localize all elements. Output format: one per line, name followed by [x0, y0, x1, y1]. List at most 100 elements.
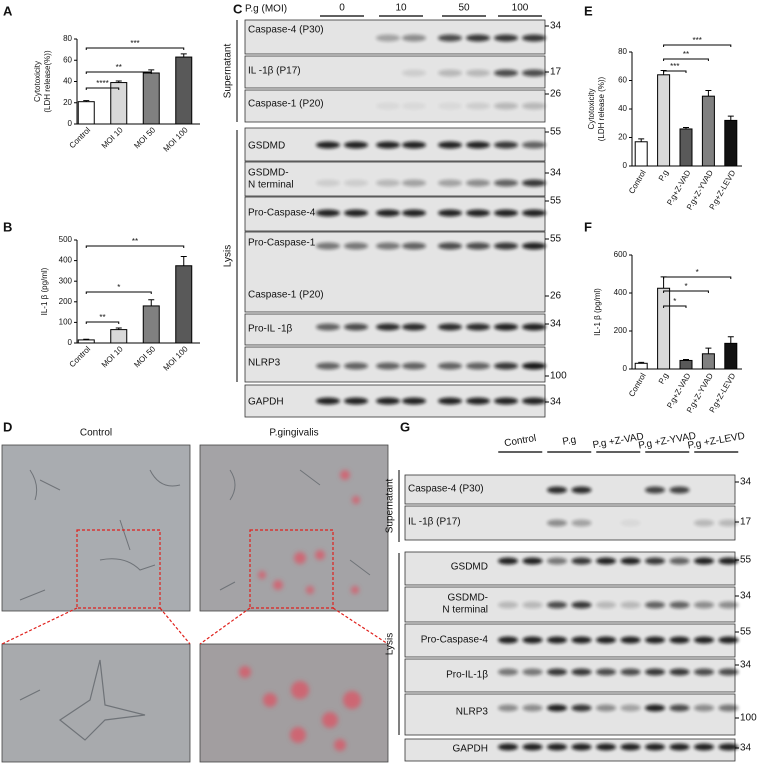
bar [634, 362, 648, 370]
bar [175, 56, 193, 125]
band [376, 209, 400, 217]
panel-label: C [233, 1, 243, 16]
band [596, 601, 616, 609]
error-bar [638, 361, 645, 364]
lane-group-label: 0 [339, 3, 345, 14]
band [376, 397, 400, 405]
band [547, 519, 567, 527]
band [547, 486, 567, 494]
band [669, 486, 690, 494]
y-tick-label: 400 [614, 288, 628, 297]
band [494, 209, 518, 217]
row-label: Pro-IL-1β [446, 670, 488, 681]
y-axis-label: IL-1 β (pg/ml) [593, 288, 602, 336]
band [694, 668, 714, 676]
significance-bracket [85, 245, 185, 248]
band [402, 34, 426, 42]
panel-label: B [3, 219, 12, 234]
row-label: Caspase-1 (P20) [248, 290, 324, 301]
zoom-box [1, 529, 389, 645]
row-label: NLRP3 [456, 707, 489, 718]
row-label: Caspase-4 (P30) [408, 484, 484, 495]
size-marker: 55 [740, 555, 752, 566]
band [466, 34, 490, 42]
band [694, 636, 714, 644]
row-label: NLRP3 [248, 358, 281, 369]
y-tick-label: 0 [68, 338, 73, 347]
band [620, 636, 641, 644]
band [620, 601, 641, 609]
band [376, 34, 400, 42]
band [466, 141, 490, 149]
band [694, 743, 714, 751]
panel-label: F [584, 219, 592, 234]
significance-label: *** [130, 39, 139, 48]
significance-label: ** [116, 63, 122, 72]
y-tick-label: 60 [63, 55, 72, 64]
significance-bracket [85, 47, 185, 50]
significance-label: * [696, 268, 699, 277]
error-bar [638, 138, 645, 142]
lane-group-label: P.g +Z-LEVD [687, 431, 746, 452]
panel-label: D [3, 419, 12, 434]
x-tick-label: Control [627, 371, 648, 398]
band [376, 179, 400, 187]
error-bar [727, 115, 734, 121]
band [669, 601, 690, 609]
lane-group-label: 100 [512, 3, 529, 14]
band [620, 557, 641, 565]
band [466, 242, 490, 250]
micrograph-zoom [1, 643, 191, 763]
significance-label: *** [670, 62, 679, 71]
significance-bracket [85, 71, 152, 74]
band [316, 362, 340, 370]
band [316, 323, 340, 331]
y-tick-label: 80 [618, 47, 627, 56]
blot-strip [404, 551, 736, 586]
band [402, 141, 426, 149]
band [645, 557, 665, 565]
y-axis-label: Cytotoxicity [587, 89, 596, 130]
y-tick-label: 0 [623, 161, 628, 170]
band [522, 636, 543, 644]
significance-bracket [85, 291, 152, 294]
band [438, 242, 462, 250]
bar [701, 353, 715, 370]
band [522, 34, 546, 42]
row-label: IL -1β (P17) [408, 517, 461, 528]
band [316, 141, 340, 149]
band [494, 69, 518, 77]
band [498, 601, 518, 609]
band [571, 519, 592, 527]
significance-bracket [663, 58, 709, 61]
band [522, 179, 546, 187]
bar [724, 119, 738, 167]
band [620, 704, 641, 712]
section-label: Lysis [223, 245, 234, 267]
band [645, 668, 665, 676]
y-axis-label: Cytotoxicity [33, 61, 42, 102]
size-marker: 17 [550, 67, 562, 78]
band [547, 601, 567, 609]
band [344, 397, 368, 405]
band [402, 209, 426, 217]
y-tick-label: 500 [59, 235, 73, 244]
bar [175, 265, 193, 344]
bar [110, 329, 128, 344]
band [547, 557, 567, 565]
significance-bracket [663, 290, 709, 293]
blot-strip [404, 658, 736, 693]
micrograph [1, 444, 191, 612]
row-label: N terminal [248, 180, 294, 191]
band [645, 636, 665, 644]
band [718, 636, 739, 644]
band [694, 601, 714, 609]
bar [679, 359, 693, 370]
band [547, 668, 567, 676]
band [494, 362, 518, 370]
band [316, 397, 340, 405]
row-label: GAPDH [248, 397, 284, 408]
band [466, 397, 490, 405]
row-label: GSDMD [451, 562, 488, 573]
